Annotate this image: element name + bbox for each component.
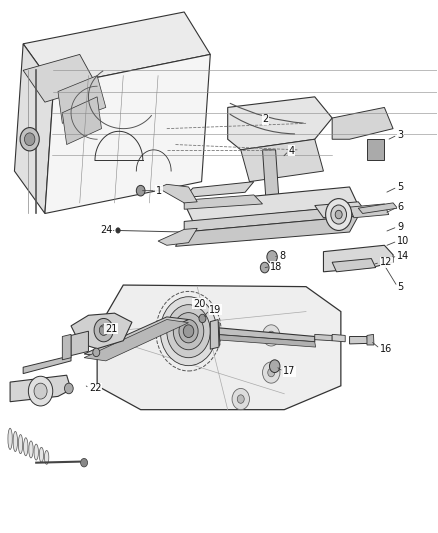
Circle shape <box>167 317 184 338</box>
Text: 5: 5 <box>397 281 404 292</box>
Circle shape <box>93 348 100 357</box>
Circle shape <box>335 211 342 219</box>
Text: 8: 8 <box>279 251 285 261</box>
Polygon shape <box>323 245 393 272</box>
Circle shape <box>237 395 244 403</box>
Circle shape <box>232 389 250 410</box>
Ellipse shape <box>29 441 33 458</box>
Text: 22: 22 <box>89 383 102 393</box>
Text: 20: 20 <box>193 298 205 309</box>
Text: 16: 16 <box>380 344 392 354</box>
Polygon shape <box>176 216 358 246</box>
Circle shape <box>262 362 280 383</box>
Circle shape <box>94 318 113 342</box>
Polygon shape <box>45 54 210 214</box>
Polygon shape <box>215 327 315 342</box>
Ellipse shape <box>13 431 18 451</box>
Circle shape <box>184 325 194 337</box>
Polygon shape <box>23 12 210 86</box>
Circle shape <box>116 228 120 233</box>
Polygon shape <box>97 285 341 410</box>
Polygon shape <box>184 182 254 198</box>
Text: 9: 9 <box>397 222 403 232</box>
Ellipse shape <box>34 444 39 460</box>
Circle shape <box>167 305 210 358</box>
Polygon shape <box>210 319 219 349</box>
Polygon shape <box>62 334 71 360</box>
Circle shape <box>267 251 277 263</box>
Text: 18: 18 <box>270 262 283 271</box>
Polygon shape <box>184 195 262 209</box>
Text: 24: 24 <box>101 225 113 236</box>
Circle shape <box>64 383 73 394</box>
Circle shape <box>262 325 280 346</box>
Ellipse shape <box>18 434 23 454</box>
Polygon shape <box>332 108 393 139</box>
Circle shape <box>179 319 198 343</box>
Text: 2: 2 <box>262 114 269 124</box>
Circle shape <box>325 199 352 230</box>
Polygon shape <box>214 322 220 347</box>
Ellipse shape <box>39 447 44 462</box>
Polygon shape <box>241 139 323 182</box>
Circle shape <box>136 185 145 196</box>
Text: 4: 4 <box>289 146 295 156</box>
Text: 3: 3 <box>397 130 403 140</box>
Polygon shape <box>332 334 345 342</box>
Circle shape <box>199 314 206 322</box>
Polygon shape <box>84 317 188 357</box>
Polygon shape <box>262 150 280 214</box>
Circle shape <box>260 262 269 273</box>
Circle shape <box>28 376 53 406</box>
Polygon shape <box>350 204 389 217</box>
Polygon shape <box>84 319 188 361</box>
Text: 12: 12 <box>380 257 392 267</box>
Polygon shape <box>350 336 368 344</box>
Polygon shape <box>184 206 358 232</box>
Polygon shape <box>250 214 297 240</box>
Text: 5: 5 <box>397 182 404 192</box>
Polygon shape <box>14 44 53 214</box>
Text: 17: 17 <box>283 367 296 376</box>
Circle shape <box>331 205 346 224</box>
Polygon shape <box>332 259 376 272</box>
Circle shape <box>25 133 35 146</box>
Polygon shape <box>23 54 97 102</box>
Circle shape <box>160 297 217 366</box>
Polygon shape <box>71 313 132 349</box>
Polygon shape <box>23 356 71 374</box>
Circle shape <box>268 368 275 377</box>
Polygon shape <box>71 331 88 356</box>
Ellipse shape <box>45 450 49 464</box>
Polygon shape <box>315 334 332 341</box>
Ellipse shape <box>24 438 28 456</box>
Circle shape <box>20 127 39 151</box>
Circle shape <box>173 313 204 350</box>
Circle shape <box>268 331 275 340</box>
Ellipse shape <box>8 428 12 449</box>
Polygon shape <box>215 334 316 347</box>
Circle shape <box>81 458 88 467</box>
Polygon shape <box>10 375 71 402</box>
Polygon shape <box>367 139 385 160</box>
Polygon shape <box>158 184 197 203</box>
Circle shape <box>269 360 280 373</box>
Polygon shape <box>315 202 367 217</box>
Circle shape <box>99 325 108 335</box>
Text: 21: 21 <box>105 324 117 334</box>
Text: 6: 6 <box>397 202 403 212</box>
Polygon shape <box>184 187 358 221</box>
Polygon shape <box>58 76 106 123</box>
Circle shape <box>172 323 179 332</box>
Text: 19: 19 <box>209 305 222 315</box>
Polygon shape <box>228 97 332 150</box>
Text: 1: 1 <box>156 185 162 196</box>
Polygon shape <box>367 334 374 345</box>
Polygon shape <box>62 97 102 144</box>
Polygon shape <box>358 203 397 214</box>
Text: 14: 14 <box>397 251 410 261</box>
Circle shape <box>34 383 47 399</box>
Polygon shape <box>158 228 197 245</box>
Text: 10: 10 <box>397 236 410 246</box>
